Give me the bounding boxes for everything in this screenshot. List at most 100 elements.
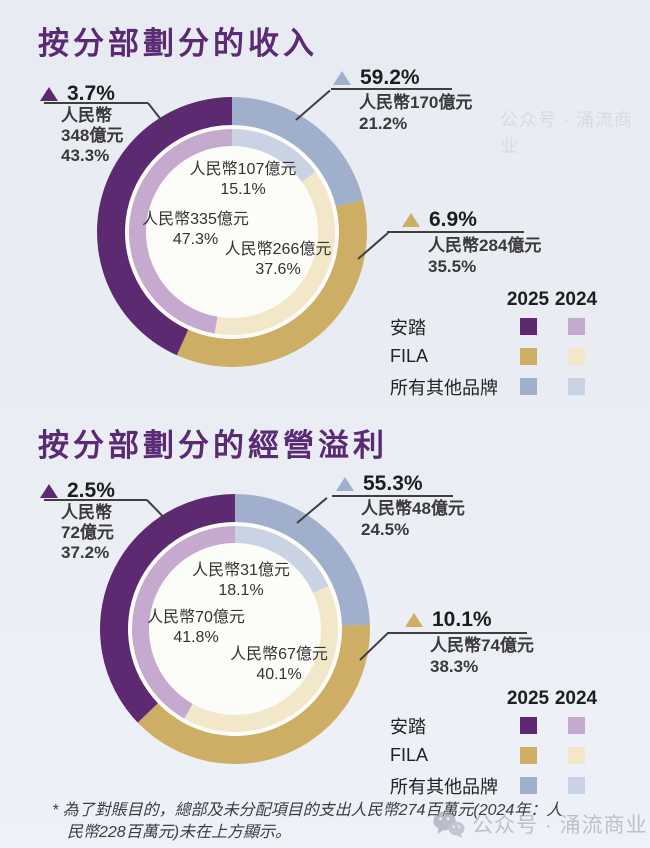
revenue-donut-chart (97, 97, 367, 367)
callout-line (331, 88, 452, 90)
legend-year-2025: 2025 (506, 289, 550, 310)
legend-swatch-anta-2025 (519, 318, 537, 335)
profit-callout-fila-detail: 人民幣74億元 38.3% (430, 635, 534, 677)
amount-line: 348億元 (61, 126, 124, 145)
callout-line (387, 231, 524, 233)
share-line: 38.3% (430, 657, 479, 676)
profit-2024-other-label: 人民幣31億元 18.1% (158, 561, 324, 601)
legend-swatch-other-2025 (519, 378, 537, 395)
share-line: 37.6% (255, 261, 301, 278)
callout-line (44, 102, 148, 104)
profit-2024-anta-label: 人民幣70億元 41.8% (110, 608, 282, 648)
share-line: 37.2% (61, 543, 110, 562)
share-line: 18.1% (218, 582, 264, 599)
profit-legend: 2025 2024 安踏 FILA 所有其他品牌 (390, 688, 630, 800)
share-line: 43.3% (61, 146, 110, 165)
legend-row-anta: 安踏 (390, 312, 630, 341)
amount-line: 人民幣31億元 (192, 562, 290, 579)
revenue-callout-anta-detail: 人民幣 348億元 43.3% (61, 106, 123, 166)
growth-value: 55.3% (363, 472, 423, 495)
share-line: 35.5% (428, 257, 477, 276)
footnote-line-2: 民幣228百萬元)未在上方顯示。 (67, 824, 292, 841)
profit-2024-fila-label: 人民幣67億元 40.1% (194, 645, 364, 685)
watermark-bottom-text: 公众号 · 涌流商业 (472, 814, 648, 837)
callout-line (332, 495, 453, 497)
legend-year-headers: 2025 2024 (504, 289, 630, 311)
revenue-title: 按分部劃分的收入 (38, 26, 318, 61)
triangle-up-icon (405, 613, 423, 627)
amount-line: 人民幣 (61, 503, 112, 522)
profit-title: 按分部劃分的經營溢利 (38, 428, 388, 463)
watermark-top-text: 公众号 · 涌流商业 (500, 110, 633, 156)
watermark-bottom: 公众号 · 涌流商业 (433, 809, 648, 839)
growth-value: 10.1% (432, 608, 492, 631)
revenue-callout-fila-growth: 6.9% (402, 208, 477, 232)
share-line: 41.8% (173, 629, 219, 646)
profit-callout-fila-growth: 10.1% (405, 608, 492, 632)
footnote: * 為了對賬目的，總部及未分配項目的支出人民幣274百萬元(2024年：人 民幣… (52, 800, 624, 844)
amount-line: 人民幣335億元 (142, 211, 249, 228)
growth-value: 2.5% (67, 479, 115, 502)
share-line: 24.5% (361, 520, 410, 539)
wechat-icon (433, 811, 465, 838)
callout-line (387, 632, 527, 634)
triangle-up-icon (336, 477, 354, 491)
revenue-callout-other-growth: 59.2% (333, 66, 420, 90)
amount-line: 人民幣284億元 (428, 236, 542, 255)
legend-swatch-fila-2024 (567, 348, 585, 365)
legend-row-other: 所有其他品牌 (390, 372, 630, 401)
triangle-up-icon (402, 213, 420, 227)
amount-line: 72億元 (61, 523, 114, 542)
legend-row-anta: 安踏 (390, 711, 630, 740)
legend-year-2024: 2024 (554, 688, 598, 709)
revenue-callout-other-detail: 人民幣170億元 21.2% (359, 92, 472, 134)
triangle-up-icon (333, 71, 351, 85)
profit-donut-chart (100, 494, 370, 764)
legend-swatch-anta-2025 (519, 717, 537, 734)
watermark-top: 公众号 · 涌流商业 (500, 106, 650, 158)
profit-callout-anta-growth: 2.5% (40, 479, 115, 503)
triangle-up-icon (40, 484, 58, 498)
growth-value: 59.2% (360, 66, 420, 89)
legend-label: 所有其他品牌 (390, 377, 498, 398)
footnote-line-1: * 為了對賬目的，總部及未分配項目的支出人民幣274百萬元(2024年：人 (52, 802, 563, 819)
amount-line: 人民幣170億元 (359, 93, 473, 112)
legend-label: 安踏 (390, 716, 426, 737)
legend-swatch-other-2024 (567, 777, 585, 794)
legend-swatch-fila-2025 (519, 348, 537, 365)
growth-value: 6.9% (429, 208, 477, 231)
legend-label: 所有其他品牌 (390, 776, 498, 797)
legend-year-2024: 2024 (554, 289, 598, 310)
legend-row-fila: FILA (390, 741, 630, 770)
profit-callout-other-detail: 人民幣48億元 24.5% (361, 498, 465, 540)
legend-label: FILA (390, 346, 429, 366)
legend-swatch-fila-2024 (567, 747, 585, 764)
legend-row-fila: FILA (390, 342, 630, 371)
triangle-up-icon (40, 87, 58, 101)
legend-swatch-fila-2025 (519, 747, 537, 764)
share-line: 15.1% (220, 181, 266, 198)
revenue-callout-fila-detail: 人民幣284億元 35.5% (428, 235, 541, 277)
growth-value: 3.7% (67, 82, 115, 105)
legend-year-headers: 2025 2024 (504, 688, 630, 710)
amount-line: 人民幣74億元 (430, 636, 534, 655)
amount-line: 人民幣 (61, 106, 112, 125)
legend-label: FILA (390, 745, 429, 765)
amount-line: 人民幣70億元 (147, 609, 245, 626)
amount-line: 人民幣48億元 (361, 499, 465, 518)
legend-swatch-anta-2024 (567, 717, 585, 734)
profit-callout-other-growth: 55.3% (336, 472, 423, 496)
revenue-legend: 2025 2024 安踏 FILA 所有其他品牌 (390, 289, 630, 401)
amount-line: 人民幣107億元 (189, 161, 297, 178)
revenue-callout-anta-growth: 3.7% (40, 82, 115, 106)
legend-year-2025: 2025 (506, 688, 550, 709)
share-line: 21.2% (359, 114, 408, 133)
legend-row-other: 所有其他品牌 (390, 771, 630, 800)
share-line: 47.3% (172, 231, 219, 248)
legend-swatch-other-2024 (567, 378, 585, 395)
legend-swatch-other-2025 (519, 777, 537, 794)
amount-line: 人民幣67億元 (230, 646, 328, 663)
share-line: 40.1% (256, 666, 302, 683)
profit-callout-anta-detail: 人民幣 72億元 37.2% (61, 503, 114, 563)
